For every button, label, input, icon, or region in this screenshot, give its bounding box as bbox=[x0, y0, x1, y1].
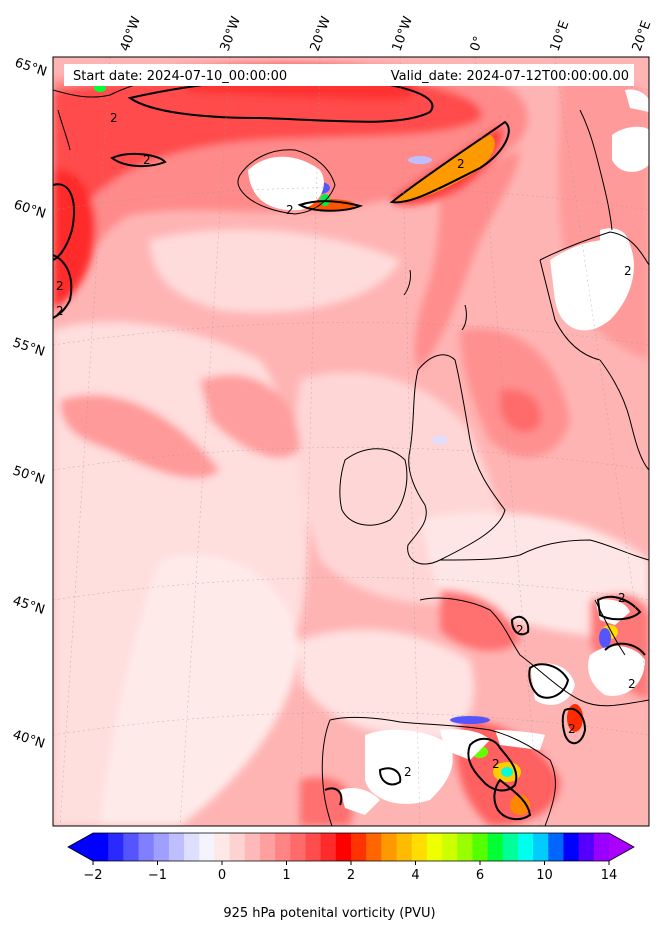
colorbar-cell bbox=[517, 833, 534, 861]
longitude-labels: 40°W 30°W 20°W 10°W 0° 10°E 20°E bbox=[118, 14, 655, 53]
colorbar-cell bbox=[351, 833, 367, 861]
contour-label: 2 bbox=[516, 623, 524, 637]
colorbar-cell bbox=[184, 833, 200, 861]
contour-label: 2 bbox=[457, 157, 465, 171]
colorbar-tick-label: −1 bbox=[148, 868, 167, 883]
colorbar-cell bbox=[244, 833, 261, 861]
colorbar-cell bbox=[305, 833, 322, 861]
contour-label: 2 bbox=[568, 722, 576, 736]
lon-label: 10°E bbox=[548, 19, 573, 54]
colorbar-cell bbox=[563, 833, 580, 861]
colorbar-cell bbox=[593, 833, 610, 861]
contour-label: 2 bbox=[628, 677, 636, 691]
colorbar-tick-label: 1 bbox=[282, 868, 290, 883]
colorbar-cell bbox=[275, 833, 291, 861]
contour-label: 2 bbox=[404, 765, 412, 779]
colorbar-cell bbox=[168, 833, 185, 861]
colorbar-cell bbox=[199, 833, 215, 861]
colorbar-cell bbox=[396, 833, 413, 861]
colorbar-cell bbox=[108, 833, 124, 861]
lat-label: 65°N bbox=[13, 56, 49, 80]
valid-date: Valid_date: 2024-07-12T00:00:00.00 bbox=[391, 69, 629, 84]
colorbar: −2 −1 0 1 2 4 6 10 14 bbox=[67, 832, 635, 883]
colorbar-cell bbox=[153, 833, 170, 861]
contour-label: 2 bbox=[110, 111, 118, 125]
start-date: Start date: 2024-07-10_00:00:00 bbox=[73, 69, 287, 84]
colorbar-tick-label: 4 bbox=[411, 868, 419, 883]
colorbar-cell bbox=[366, 833, 382, 861]
colorbar-under-arrow bbox=[68, 833, 93, 861]
coastlines bbox=[53, 77, 649, 826]
colorbar-cell bbox=[502, 833, 519, 861]
contour-label: 2 bbox=[624, 264, 632, 278]
colorbar-cell bbox=[229, 833, 246, 861]
colorbar-cell bbox=[411, 833, 428, 861]
colorbar-cell bbox=[457, 833, 473, 861]
lon-label: 30°W bbox=[218, 14, 244, 53]
colorbar-tick-label: −2 bbox=[83, 868, 102, 883]
colorbar-tick-label: 10 bbox=[536, 868, 553, 883]
colorbar-ticks: −2 −1 0 1 2 4 6 10 14 bbox=[83, 861, 617, 883]
lon-label: 10°W bbox=[390, 14, 416, 53]
colorbar-cell bbox=[259, 833, 276, 861]
colorbar-cell bbox=[548, 833, 564, 861]
contour-label: 2 bbox=[286, 203, 294, 217]
graticule bbox=[53, 57, 649, 826]
contour-label: 2 bbox=[56, 279, 64, 293]
colorbar-tick-label: 6 bbox=[476, 868, 484, 883]
colorbar-tick-label: 14 bbox=[601, 868, 618, 883]
latitude-labels: 65°N 60°N 55°N 50°N 45°N 40°N bbox=[11, 56, 49, 752]
colorbar-cell bbox=[93, 833, 109, 861]
contour-label: 2 bbox=[618, 591, 626, 605]
pv-field: 2 2 2 2 2 2 2 2 2 2 2 2 2 bbox=[53, 57, 649, 826]
colorbar-cells bbox=[93, 833, 610, 861]
lat-label: 50°N bbox=[11, 464, 47, 488]
colorbar-cell bbox=[442, 833, 458, 861]
contour-labels: 2 2 2 2 2 2 2 2 2 2 2 2 2 bbox=[56, 111, 636, 779]
header-band bbox=[64, 64, 634, 86]
colorbar-cell bbox=[320, 833, 337, 861]
colorbar-cell bbox=[533, 833, 549, 861]
colorbar-over-arrow bbox=[609, 833, 634, 861]
colorbar-cell bbox=[578, 833, 595, 861]
contour-label: 2 bbox=[492, 757, 500, 771]
contour-label: 2 bbox=[143, 153, 151, 167]
colorbar-cell bbox=[138, 833, 155, 861]
colorbar-cell bbox=[290, 833, 306, 861]
colorbar-tick-label: 2 bbox=[347, 868, 355, 883]
colorbar-cell bbox=[214, 833, 231, 861]
contour-label: 2 bbox=[56, 304, 64, 318]
lon-label: 40°W bbox=[118, 14, 144, 53]
colorbar-title: 925 hPa potenital vorticity (PVU) bbox=[223, 906, 436, 921]
lat-label: 60°N bbox=[12, 198, 48, 222]
colorbar-cell bbox=[487, 833, 504, 861]
map-frame bbox=[52, 56, 650, 827]
lon-label: 20°E bbox=[630, 19, 655, 54]
colorbar-cell bbox=[335, 833, 352, 861]
colorbar-cell bbox=[426, 833, 443, 861]
pv-2-contours bbox=[53, 76, 646, 821]
lon-label: 20°W bbox=[308, 14, 334, 53]
lat-label: 55°N bbox=[11, 336, 47, 360]
lat-label: 45°N bbox=[11, 594, 47, 618]
lat-label: 40°N bbox=[11, 728, 47, 752]
colorbar-tick-label: 0 bbox=[218, 868, 226, 883]
lon-label: 0° bbox=[468, 34, 487, 53]
colorbar-cell bbox=[472, 833, 489, 861]
colorbar-cell bbox=[381, 833, 398, 861]
colorbar-cell bbox=[123, 833, 140, 861]
